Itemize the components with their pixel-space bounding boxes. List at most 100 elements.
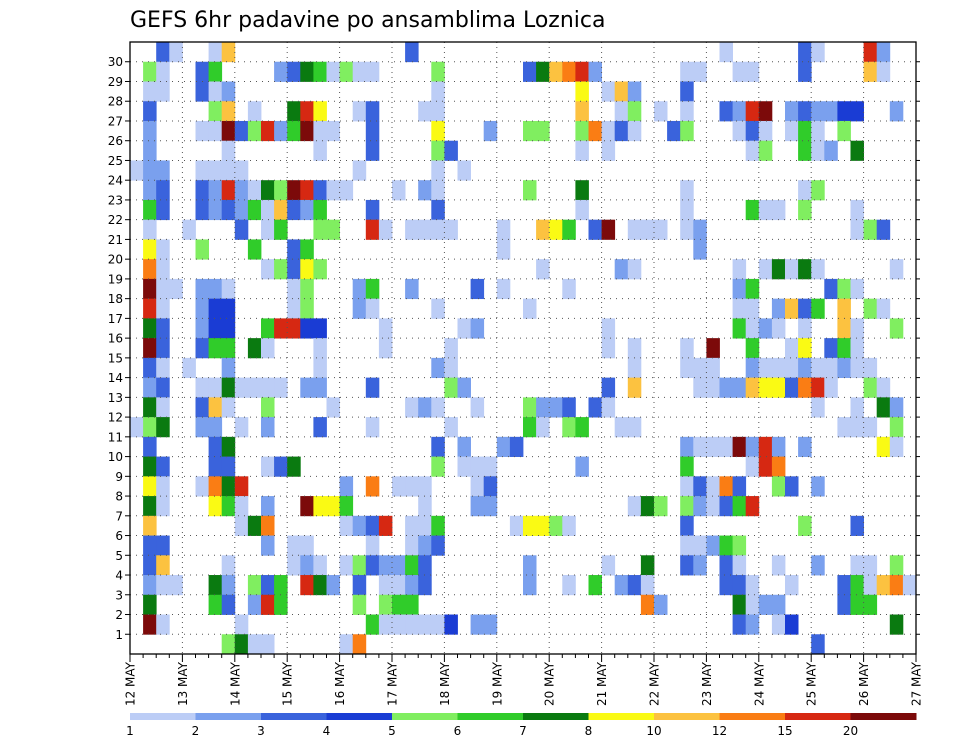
heatmap-cell bbox=[300, 377, 314, 398]
y-tick-label: 30 bbox=[108, 55, 123, 69]
heatmap-cell bbox=[221, 278, 236, 300]
heatmap-cell bbox=[313, 338, 327, 359]
heatmap-cell bbox=[208, 42, 223, 63]
heatmap-cell bbox=[811, 42, 825, 63]
heatmap-cell bbox=[444, 219, 458, 240]
heatmap-cell bbox=[431, 199, 445, 221]
heatmap-cell bbox=[418, 535, 432, 556]
heatmap-cell bbox=[234, 219, 249, 240]
heatmap-cell bbox=[221, 298, 236, 319]
heatmap-cell bbox=[261, 456, 275, 477]
heatmap-cell bbox=[483, 476, 498, 497]
heatmap-cell bbox=[680, 120, 694, 142]
heatmap-cell bbox=[247, 338, 262, 359]
heatmap-cell bbox=[300, 535, 314, 556]
heatmap-cell bbox=[378, 575, 393, 596]
heatmap-cell bbox=[575, 199, 589, 221]
heatmap-cell bbox=[811, 377, 825, 398]
heatmap-cell bbox=[745, 357, 760, 379]
heatmap-cell bbox=[418, 575, 432, 596]
colorbar-swatch bbox=[719, 713, 786, 720]
heatmap-cell bbox=[195, 199, 209, 221]
heatmap-cell bbox=[798, 180, 812, 201]
y-tick-label: 12 bbox=[108, 411, 123, 425]
heatmap-cell bbox=[601, 140, 616, 161]
heatmap-cell bbox=[863, 42, 878, 63]
heatmap-cell bbox=[496, 219, 511, 240]
heatmap-cell bbox=[352, 634, 367, 655]
heatmap-cell bbox=[562, 278, 576, 300]
heatmap-cell bbox=[889, 575, 904, 596]
heatmap-cell bbox=[143, 318, 157, 339]
heatmap-cell bbox=[614, 81, 629, 102]
heatmap-cell bbox=[771, 357, 786, 379]
heatmap-cell bbox=[771, 594, 786, 615]
heatmap-cell bbox=[378, 555, 393, 576]
heatmap-cell bbox=[680, 101, 694, 122]
heatmap-cell bbox=[143, 120, 157, 142]
y-tick-label: 26 bbox=[108, 134, 123, 148]
heatmap-cell bbox=[850, 575, 864, 596]
heatmap-cell bbox=[758, 140, 773, 161]
heatmap-cell bbox=[261, 219, 275, 240]
heatmap-cell bbox=[195, 81, 209, 102]
colorbar-swatch bbox=[457, 713, 524, 720]
heatmap-cell bbox=[208, 81, 223, 102]
heatmap-cell bbox=[339, 61, 354, 82]
heatmap-cell bbox=[732, 61, 747, 82]
heatmap-cell bbox=[457, 436, 471, 457]
heatmap-cell bbox=[156, 298, 170, 319]
heatmap-cell bbox=[457, 377, 471, 398]
heatmap-cell bbox=[680, 476, 694, 497]
heatmap-cell bbox=[601, 397, 616, 418]
heatmap-cell bbox=[771, 456, 786, 477]
heatmap-cell bbox=[758, 199, 773, 221]
heatmap-cell bbox=[156, 278, 170, 300]
heatmap-cell bbox=[378, 219, 393, 240]
heatmap-cell bbox=[431, 436, 445, 457]
heatmap-cell bbox=[130, 160, 144, 181]
x-tick-label: 21 MAY bbox=[595, 661, 609, 706]
heatmap-cell bbox=[378, 594, 393, 615]
heatmap-cell bbox=[143, 338, 157, 359]
heatmap-cell bbox=[378, 318, 393, 339]
x-tick-label: 14 MAY bbox=[228, 661, 242, 706]
heatmap-cell bbox=[130, 417, 144, 438]
x-tick-label: 20 MAY bbox=[543, 661, 557, 706]
heatmap-cell bbox=[169, 575, 183, 596]
y-axis: 1234567891011121314151617181920212223242… bbox=[108, 55, 920, 642]
heatmap-cell bbox=[811, 120, 825, 142]
y-tick-label: 25 bbox=[108, 154, 123, 168]
heatmap-cell bbox=[274, 377, 288, 398]
heatmap-cell bbox=[680, 555, 694, 576]
heatmap-cell bbox=[798, 61, 812, 82]
heatmap-cell bbox=[719, 42, 733, 63]
chart-title: GEFS 6hr padavine po ansamblima Loznica bbox=[130, 8, 605, 33]
heatmap-cell bbox=[352, 61, 367, 82]
heatmap-cell bbox=[627, 259, 642, 280]
heatmap-cell bbox=[837, 101, 851, 122]
heatmap-cell bbox=[693, 61, 707, 82]
heatmap-cell bbox=[221, 42, 236, 63]
heatmap-cell bbox=[352, 555, 367, 576]
heatmap-cell bbox=[234, 417, 249, 438]
heatmap-cell bbox=[156, 160, 170, 181]
heatmap-cell bbox=[392, 555, 406, 576]
heatmap-cell bbox=[470, 397, 485, 418]
heatmap-cell bbox=[523, 515, 537, 536]
heatmap-cell bbox=[143, 417, 157, 438]
heatmap-cell bbox=[719, 555, 733, 576]
heatmap-cell bbox=[627, 101, 642, 122]
heatmap-cell bbox=[536, 120, 550, 142]
heatmap-cell bbox=[575, 120, 589, 142]
heatmap-cell bbox=[339, 555, 354, 576]
heatmap-cell bbox=[313, 101, 327, 122]
heatmap-cell bbox=[876, 575, 891, 596]
heatmap-cell bbox=[732, 535, 747, 556]
heatmap-cell bbox=[693, 436, 707, 457]
colorbar-swatch bbox=[195, 713, 262, 720]
heatmap-cell bbox=[654, 101, 668, 122]
y-tick-label: 1 bbox=[115, 628, 123, 642]
heatmap-cell bbox=[863, 555, 878, 576]
colorbar-swatch bbox=[785, 713, 851, 720]
